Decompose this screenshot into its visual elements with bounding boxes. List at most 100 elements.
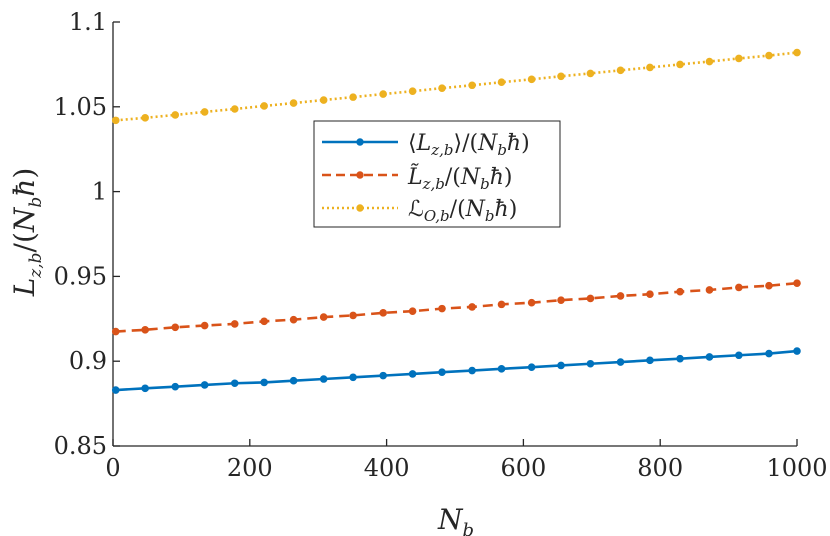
data-point <box>200 321 209 330</box>
data-point <box>171 111 180 119</box>
x-tick-label: 800 <box>637 454 683 482</box>
data-point <box>616 292 625 300</box>
legend: ⟨Lz,b⟩/(Nbħ) L̃z,b/(Nbħ) ℒO,b/(Nbħ) <box>313 120 561 228</box>
series-1 <box>111 347 801 394</box>
svg-text:⟨Lz,b⟩/(Nbħ): ⟨Lz,b⟩/(Nbħ) <box>408 131 530 159</box>
data-point <box>527 363 536 371</box>
data-point <box>438 368 446 377</box>
data-point <box>141 326 149 334</box>
data-point <box>111 116 120 125</box>
series-3 <box>111 48 801 125</box>
data-point <box>289 315 298 324</box>
data-point <box>468 366 476 375</box>
data-point <box>260 378 268 387</box>
data-point <box>111 327 120 336</box>
data-point <box>468 81 476 90</box>
data-point <box>438 304 446 313</box>
data-point <box>171 323 180 332</box>
data-point <box>319 96 328 104</box>
data-point <box>616 358 625 366</box>
x-tick-label: 600 <box>500 454 546 482</box>
data-point <box>497 300 506 309</box>
data-point <box>468 303 476 311</box>
series-line <box>115 281 798 333</box>
data-point <box>676 60 684 69</box>
data-point <box>705 286 714 294</box>
data-point <box>438 84 446 92</box>
data-point <box>646 356 654 365</box>
y-axis-label: Lz,b/(Nbħ) <box>8 168 46 298</box>
data-point <box>230 379 239 388</box>
y-tick-label: 1.05 <box>54 93 107 121</box>
data-point <box>527 298 536 307</box>
x-axis-label: Nb <box>437 503 474 536</box>
x-ticks: 0 200 400 600 800 1000 <box>105 439 828 482</box>
data-point <box>616 66 625 75</box>
y-tick-label: 0.85 <box>54 432 107 460</box>
axes <box>112 22 797 447</box>
data-point <box>289 376 298 385</box>
data-point <box>200 108 209 116</box>
data-point <box>586 69 595 78</box>
data-point <box>408 87 417 95</box>
data-point <box>765 281 773 290</box>
data-point <box>586 359 595 368</box>
data-point <box>349 373 357 382</box>
data-point <box>705 353 714 361</box>
data-point <box>497 78 506 87</box>
data-point <box>676 354 684 363</box>
data-point <box>735 54 743 63</box>
data-point <box>171 382 180 391</box>
svg-text:Nb: Nb <box>437 503 474 536</box>
series-line <box>115 349 798 392</box>
data-point <box>408 370 417 378</box>
data-point <box>379 90 387 98</box>
data-point <box>557 361 565 370</box>
data-point <box>141 384 149 393</box>
data-point <box>111 386 120 394</box>
x-tick-label: 0 <box>105 454 120 482</box>
x-tick-label: 200 <box>227 454 273 482</box>
data-point <box>260 102 268 110</box>
svg-text:L̃z,b/(Nbħ): L̃z,b/(Nbħ) <box>407 164 513 193</box>
legend-entry-mean-lz: ⟨Lz,b⟩/(Nbħ) <box>322 131 530 159</box>
data-point <box>497 365 506 373</box>
data-point <box>646 290 654 299</box>
y-tick-label: 1 <box>92 178 107 206</box>
y-ticks: 0.85 0.9 0.95 1 1.05 1.1 <box>54 8 120 460</box>
data-point <box>319 313 328 321</box>
data-point <box>735 351 743 360</box>
data-point <box>379 371 387 380</box>
data-point <box>260 317 268 326</box>
y-tick-label: 0.95 <box>54 262 107 290</box>
data-point <box>793 279 801 287</box>
data-point <box>319 375 328 383</box>
data-point <box>586 294 595 303</box>
series-2 <box>111 279 801 336</box>
data-point <box>765 51 773 60</box>
data-point <box>676 287 684 296</box>
legend-entry-tilde-lz: L̃z,b/(Nbħ) <box>322 164 513 193</box>
data-point <box>527 75 536 84</box>
series-layer <box>111 48 801 394</box>
data-point <box>793 48 801 57</box>
data-point <box>289 99 298 107</box>
data-point <box>141 114 149 122</box>
data-point <box>408 307 417 315</box>
data-point <box>230 105 239 113</box>
svg-text:Lz,b/(Nbħ): Lz,b/(Nbħ) <box>8 168 46 298</box>
data-point <box>646 63 654 72</box>
y-tick-label: 0.9 <box>69 347 107 375</box>
y-tick-label: 1.1 <box>69 8 107 36</box>
data-point <box>765 349 773 358</box>
data-point <box>349 93 357 101</box>
data-point <box>557 296 565 304</box>
data-point <box>705 57 714 66</box>
data-point <box>557 72 565 81</box>
data-point <box>735 283 743 292</box>
x-tick-label: 400 <box>364 454 410 482</box>
series-line <box>115 51 798 122</box>
data-point <box>349 311 357 320</box>
data-point <box>379 309 387 317</box>
